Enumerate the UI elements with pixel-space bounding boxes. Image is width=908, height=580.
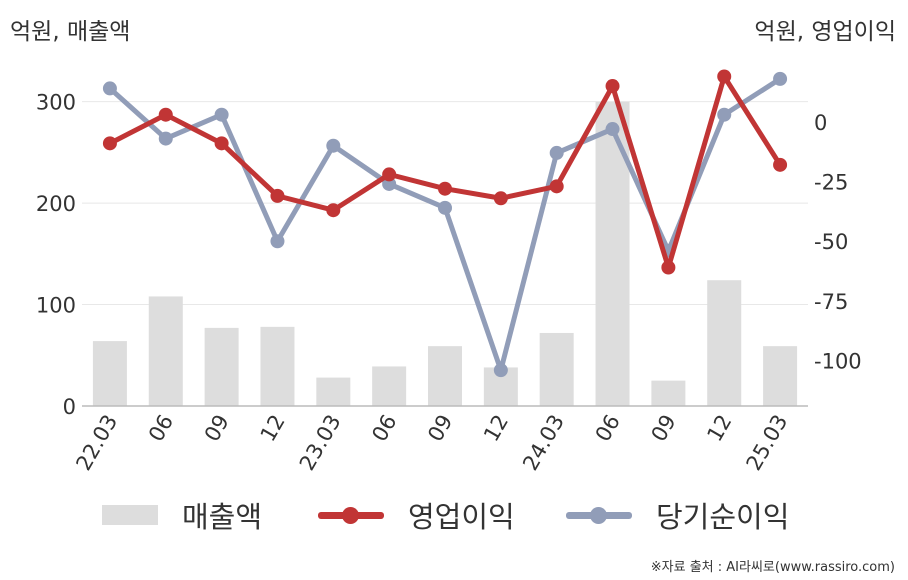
operating-profit-point (438, 181, 452, 196)
legend-item-revenue: 매출액 (102, 490, 262, 540)
legend-label-revenue: 매출액 (182, 500, 263, 534)
x-tick-label: 12 (479, 411, 513, 446)
y-left-tick-label: 0 (63, 395, 76, 419)
operating-profit-point (326, 203, 341, 218)
revenue-bar (92, 341, 127, 406)
y-right-tick-label: -50 (814, 230, 848, 254)
operating-profit-point (717, 69, 732, 84)
revenue-bar (148, 296, 183, 406)
net-income-point (605, 122, 620, 137)
y-left-tick-label: 100 (36, 294, 76, 318)
y-right-tick-label: -75 (814, 290, 848, 314)
net-income-point (158, 131, 173, 146)
x-tick-label: 25.03 (742, 411, 793, 475)
revenue-bar (595, 101, 630, 407)
left-axis-unit: 억원, 매출액 (10, 19, 131, 45)
operating-profit-point (158, 107, 173, 122)
revenue-bar (372, 366, 407, 406)
operating-profit-line (107, 73, 783, 271)
revenue-bar (651, 380, 686, 406)
revenue-bar (707, 280, 742, 406)
operating-profit-point (382, 167, 397, 182)
operating-profit-point (661, 260, 676, 275)
x-tick-label: 09 (200, 411, 234, 446)
x-tick-label: 09 (423, 411, 457, 446)
net-income-point (214, 107, 229, 122)
y-right-tick-label: 0 (814, 111, 827, 135)
legend-label-operating-profit: 영업이익 (408, 500, 515, 534)
net-income-point (549, 145, 564, 160)
net-income-point (102, 81, 117, 96)
x-tick-label: 06 (591, 411, 625, 446)
net-income-point (326, 138, 341, 153)
legend-item-net-income: 당기순이익 (566, 490, 789, 540)
x-tick-label: 06 (144, 411, 178, 446)
x-tick-label: 23.03 (295, 411, 346, 475)
net-income-point (438, 200, 452, 215)
net-income-point (773, 71, 788, 86)
x-tick-label: 12 (702, 411, 736, 446)
y-left-tick-label: 200 (36, 192, 76, 216)
x-tick-label: 22.03 (71, 411, 122, 475)
revenue-bar (316, 377, 351, 406)
right-axis-unit: 억원, 영업이익 (754, 19, 896, 45)
y-left-tick-label: 300 (36, 91, 76, 115)
revenue-bar (539, 332, 574, 406)
x-tick-label: 24.03 (518, 411, 569, 475)
operating-profit-point (270, 188, 285, 203)
legend-item-operating-profit: 영업이익 (318, 490, 515, 540)
x-tick-label: 09 (647, 411, 681, 446)
legend-swatch-operating-profit (318, 505, 384, 525)
operating-profit-point (102, 136, 117, 151)
revenue-bar (260, 326, 295, 406)
revenue-bar (763, 346, 798, 406)
net-income-point (270, 234, 285, 249)
x-tick-label: 06 (367, 411, 401, 446)
y-right-tick-label: -25 (814, 171, 848, 195)
legend-swatch-net-income (566, 505, 632, 525)
net-income-point (717, 107, 732, 122)
legend: 매출액 영업이익 당기순이익 (0, 490, 908, 540)
operating-profit-point (214, 136, 229, 151)
source-note: ※자료 출처 : AI라씨로(www.rassiro.com) (650, 560, 895, 575)
operating-profit-point (773, 157, 788, 172)
revenue-bar (204, 327, 239, 406)
y-right-tick-label: -100 (814, 350, 862, 374)
operating-profit-point (493, 191, 508, 206)
net-income-point (493, 363, 508, 378)
revenue-bar (428, 346, 462, 406)
legend-swatch-revenue (102, 505, 158, 525)
operating-profit-point (605, 79, 620, 94)
operating-profit-point (549, 179, 564, 194)
x-tick-label: 12 (256, 411, 290, 446)
legend-label-net-income: 당기순이익 (656, 500, 790, 534)
